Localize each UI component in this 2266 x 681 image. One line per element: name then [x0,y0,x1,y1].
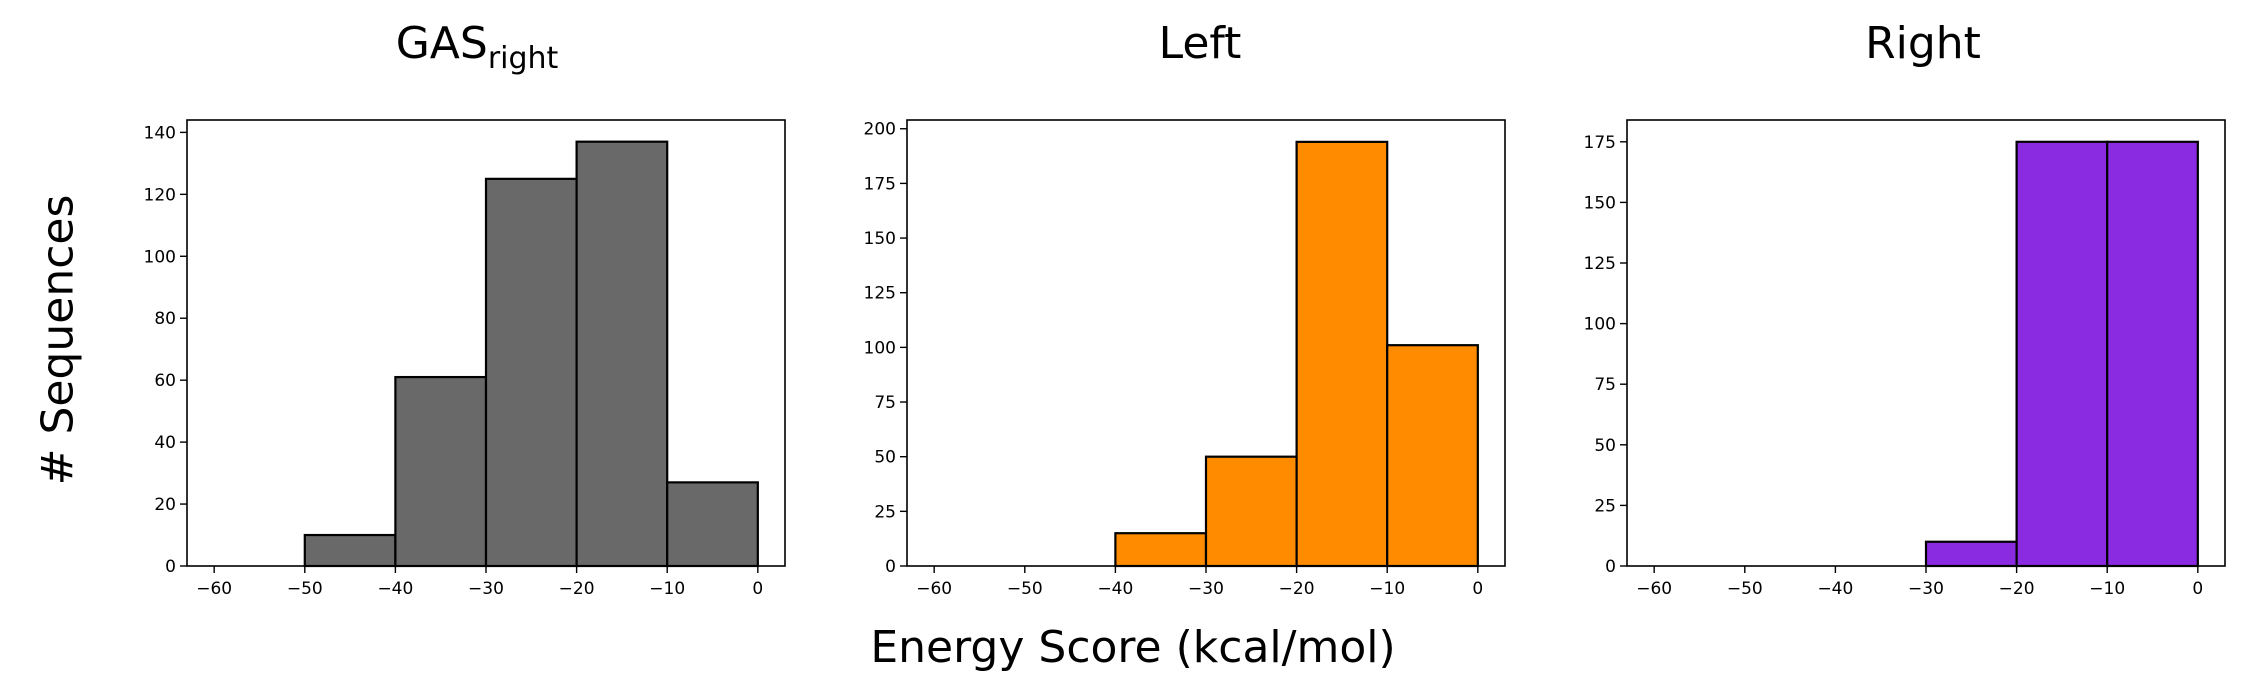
x-tick-label: 0 [1472,579,1483,599]
y-tick-label: 75 [874,393,896,413]
y-tick-label: 100 [1584,315,1616,335]
x-tick-label: −20 [1999,579,2035,599]
panel-title-left: Left [1158,18,1242,69]
y-tick-label: 0 [1605,557,1616,577]
histogram-bar [484,177,578,568]
histogram-bar [1295,140,1389,568]
histogram-bar [666,481,759,568]
y-tick-label: 150 [1584,193,1616,213]
histogram-bar [1386,344,1479,568]
histogram-bar [303,533,397,568]
y-tick-label: 100 [144,247,176,267]
histogram-bar [1114,532,1208,568]
x-tick-label: −40 [377,579,413,599]
y-tick-label: 150 [864,229,896,249]
panel-title-gas-text: GAS [395,18,488,69]
y-tick-label: 60 [154,371,176,391]
panel-title-right: Right [1865,18,1981,69]
x-tick-label: −60 [916,579,952,599]
histogram-bar [2015,140,2109,568]
y-tick-label: 175 [1584,133,1616,153]
x-tick-label: 0 [2192,579,2203,599]
histogram-bar [1204,455,1298,568]
x-tick-label: −60 [196,579,232,599]
y-tick-label: 125 [864,284,896,304]
x-tick-label: −20 [1279,579,1315,599]
histogram-panel-3: −60 −50 −40 −30 −20 −10 0 0 25 50 75 100 125 150 175 [1584,119,2226,599]
x-tick-label: −50 [1007,579,1043,599]
x-tick-label: −10 [2089,579,2125,599]
x-axis-label: Energy Score (kcal/mol) [870,622,1396,673]
y-tick-label: 200 [864,120,896,140]
y-tick-label: 40 [154,433,176,453]
histogram-bar [1924,540,2018,568]
x-tick-label: −40 [1817,579,1853,599]
histogram-bar [2106,140,2199,568]
x-tick-label: −40 [1097,579,1133,599]
x-tick-label: −30 [1908,579,1944,599]
x-tick-label: −10 [649,579,685,599]
y-tick-label: 140 [144,123,176,143]
y-tick-label: 100 [864,338,896,358]
y-tick-label: 0 [885,557,896,577]
x-tick-label: −30 [468,579,504,599]
x-tick-label: −50 [287,579,323,599]
histogram-bar [394,375,488,568]
x-tick-label: 0 [752,579,763,599]
panel-title-gas-right: GASright [177,18,777,76]
histogram-panel-1: −60 −50 −40 −30 −20 −10 0 0 20 40 60 80 100 120 140 [144,119,786,599]
y-tick-label: 125 [1584,254,1616,274]
y-tick-label: 75 [1594,375,1616,395]
y-tick-label: 50 [1594,436,1616,456]
x-tick-label: −60 [1636,579,1672,599]
y-tick-label: 50 [874,448,896,468]
histogram-panel-2: −60 −50 −40 −30 −20 −10 0 0 25 50 75 100 125 150 175 20… [864,119,1506,599]
y-tick-label: 25 [874,502,896,522]
x-tick-label: −20 [559,579,595,599]
x-tick-label: −10 [1369,579,1405,599]
panel-title-gas-subscript: right [487,41,559,76]
x-tick-label: −50 [1727,579,1763,599]
y-tick-label: 0 [165,557,176,577]
histogram-bar [575,140,669,568]
y-tick-label: 25 [1594,496,1616,516]
y-tick-label: 175 [864,174,896,194]
x-tick-label: −30 [1188,579,1224,599]
y-tick-label: 80 [154,309,176,329]
y-tick-label: 20 [154,495,176,515]
y-tick-label: 120 [144,185,176,205]
